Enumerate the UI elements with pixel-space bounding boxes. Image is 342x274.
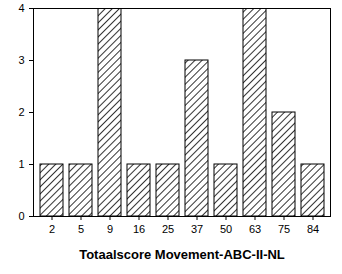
svg-text:2: 2: [49, 223, 55, 235]
svg-text:1: 1: [18, 158, 24, 170]
svg-text:3: 3: [18, 54, 24, 66]
svg-text:4: 4: [18, 2, 24, 14]
svg-text:37: 37: [191, 223, 203, 235]
svg-text:84: 84: [307, 223, 319, 235]
svg-text:0: 0: [18, 210, 24, 222]
svg-text:9: 9: [107, 223, 113, 235]
svg-text:Totaalscore Movement-ABC-II-NL: Totaalscore Movement-ABC-II-NL: [79, 247, 285, 262]
svg-text:5: 5: [78, 223, 84, 235]
svg-text:16: 16: [133, 223, 145, 235]
svg-text:2: 2: [18, 106, 24, 118]
svg-text:75: 75: [278, 223, 290, 235]
svg-text:25: 25: [162, 223, 174, 235]
svg-text:63: 63: [249, 223, 261, 235]
svg-text:50: 50: [220, 223, 232, 235]
